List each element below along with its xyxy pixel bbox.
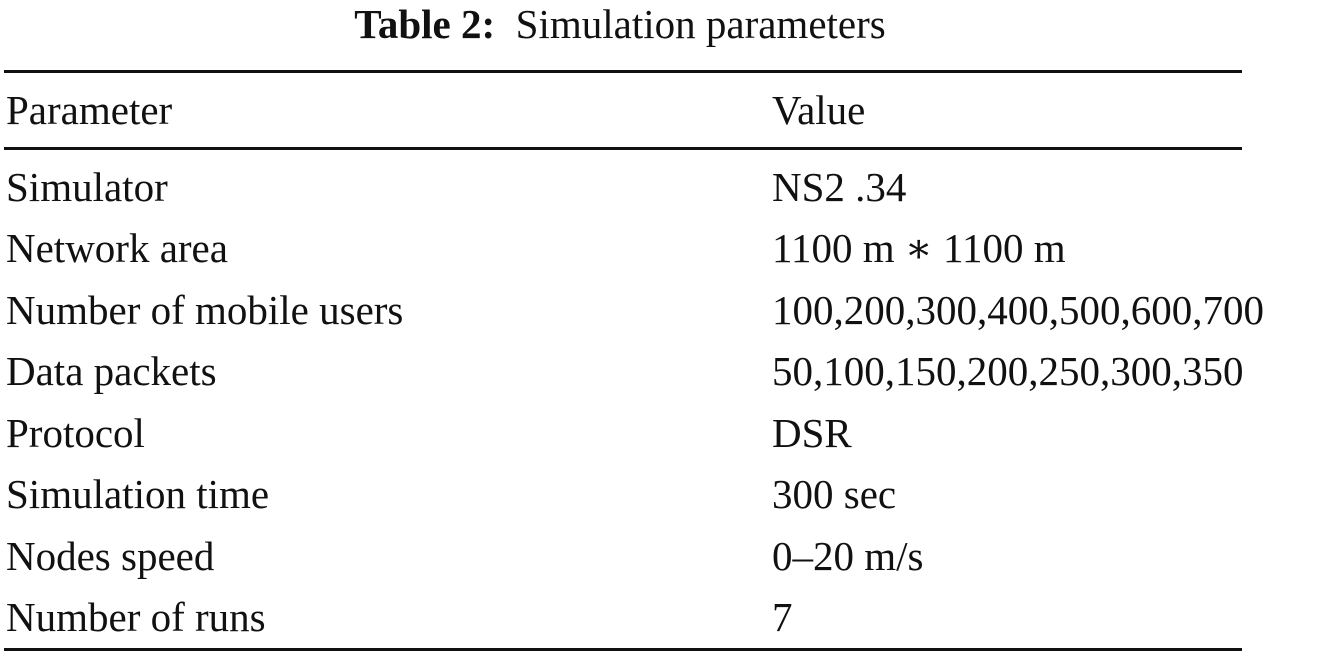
parameter-cell: Simulator <box>6 164 168 210</box>
parameter-cell: Number of runs <box>6 594 266 640</box>
top-rule <box>4 70 1242 73</box>
value-cell: 50,100,150,200,250,300,350 <box>772 348 1244 394</box>
parameter-cell: Protocol <box>6 410 145 456</box>
parameter-cell: Nodes speed <box>6 533 215 579</box>
table-number: Table 2: <box>354 1 496 47</box>
value-cell: 100,200,300,400,500,600,700 <box>772 287 1264 333</box>
value-cell: 7 <box>772 594 793 640</box>
table-row: Protocol DSR <box>0 403 1329 464</box>
header-parameter: Parameter <box>6 87 173 133</box>
table-row: Number of runs 7 <box>0 587 1329 648</box>
parameter-cell: Number of mobile users <box>6 287 404 333</box>
table-header-row: Parameter Value <box>0 80 1329 141</box>
table-row: Simulation time 300 sec <box>0 464 1329 525</box>
value-cell: NS2 .34 <box>772 164 907 210</box>
table-row: Simulator NS2 .34 <box>0 157 1329 218</box>
parameter-cell: Simulation time <box>6 471 270 517</box>
value-cell: 1100 m ∗ 1100 m <box>772 225 1066 271</box>
bottom-rule <box>4 648 1242 651</box>
value-cell: 0–20 m/s <box>772 533 924 579</box>
table-row: Nodes speed 0–20 m/s <box>0 526 1329 587</box>
value-cell: DSR <box>772 410 852 456</box>
parameter-cell: Network area <box>6 225 228 271</box>
table-caption: Table 2: Simulation parameters <box>0 0 1240 48</box>
table-row: Network area 1100 m ∗ 1100 m <box>0 218 1329 279</box>
parameter-cell: Data packets <box>6 348 217 394</box>
header-value: Value <box>772 87 866 133</box>
table-row: Data packets 50,100,150,200,250,300,350 <box>0 341 1329 402</box>
value-cell: 300 sec <box>772 471 897 517</box>
table-row: Number of mobile users 100,200,300,400,5… <box>0 280 1329 341</box>
table-title: Simulation parameters <box>515 1 886 47</box>
header-rule <box>4 147 1242 150</box>
